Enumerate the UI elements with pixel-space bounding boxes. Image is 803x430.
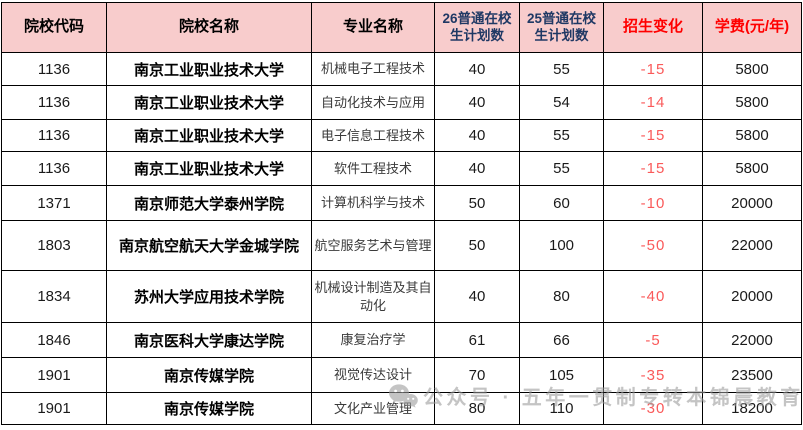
cell-major-name: 自动化技术与应用 (311, 85, 435, 120)
cell-college-name: 苏州大学应用技术学院 (106, 270, 312, 323)
table-row: 1136 南京工业职业技术大学 软件工程技术 40 55 -15 5800 (1, 151, 802, 186)
cell-college-name: 南京工业职业技术大学 (106, 85, 312, 120)
cell-college-name: 南京工业职业技术大学 (106, 52, 312, 86)
cell-change: -10 (603, 185, 703, 221)
cell-college-code: 1371 (1, 185, 107, 221)
cell-college-code: 1846 (1, 322, 107, 358)
cell-tuition: 5800 (702, 151, 802, 186)
cell-tuition: 5800 (702, 85, 802, 120)
header-plan-25: 25普通在校生计划数 (519, 2, 604, 53)
header-tuition: 学费(元/年) (702, 2, 802, 53)
cell-major-name: 机械电子工程技术 (311, 52, 435, 86)
cell-plan-26: 80 (434, 392, 520, 425)
cell-tuition: 5800 (702, 52, 802, 86)
cell-plan-25: 55 (519, 151, 604, 186)
table-row: 1834 苏州大学应用技术学院 机械设计制造及其自动化 40 80 -40 20000 (1, 270, 802, 323)
header-major-name: 专业名称 (311, 2, 435, 53)
cell-plan-26: 70 (434, 357, 520, 393)
cell-tuition: 18200 (702, 392, 802, 425)
cell-major-name: 机械设计制造及其自动化 (311, 270, 435, 323)
cell-major-name: 康复治疗学 (311, 322, 435, 358)
cell-college-code: 1136 (1, 151, 107, 186)
cell-plan-26: 50 (434, 185, 520, 221)
cell-change: -15 (603, 151, 703, 186)
cell-major-name: 电子信息工程技术 (311, 119, 435, 152)
cell-major-name: 航空服务艺术与管理 (311, 220, 435, 271)
header-college-name: 院校名称 (106, 2, 312, 53)
cell-plan-26: 40 (434, 85, 520, 120)
cell-plan-25: 54 (519, 85, 604, 120)
cell-change: -50 (603, 220, 703, 271)
cell-tuition: 22000 (702, 220, 802, 271)
cell-plan-25: 80 (519, 270, 604, 323)
table-row: 1136 南京工业职业技术大学 机械电子工程技术 40 55 -15 5800 (1, 52, 802, 86)
cell-tuition: 20000 (702, 270, 802, 323)
cell-major-name: 文化产业管理 (311, 392, 435, 425)
table-row: 1901 南京传媒学院 视觉传达设计 70 105 -35 23500 (1, 357, 802, 393)
cell-plan-25: 105 (519, 357, 604, 393)
cell-plan-25: 55 (519, 52, 604, 86)
cell-college-name: 南京师范大学泰州学院 (106, 185, 312, 221)
cell-college-name: 南京医科大学康达学院 (106, 322, 312, 358)
cell-college-name: 南京工业职业技术大学 (106, 151, 312, 186)
cell-tuition: 5800 (702, 119, 802, 152)
cell-major-name: 软件工程技术 (311, 151, 435, 186)
table-row: 1371 南京师范大学泰州学院 计算机科学与技术 50 60 -10 20000 (1, 185, 802, 221)
cell-college-name: 南京传媒学院 (106, 392, 312, 425)
cell-college-code: 1901 (1, 392, 107, 425)
cell-tuition: 20000 (702, 185, 802, 221)
cell-college-code: 1136 (1, 85, 107, 120)
cell-plan-26: 40 (434, 52, 520, 86)
cell-plan-26: 40 (434, 270, 520, 323)
cell-college-name: 南京工业职业技术大学 (106, 119, 312, 152)
cell-change: -40 (603, 270, 703, 323)
cell-change: -5 (603, 322, 703, 358)
cell-change: -15 (603, 119, 703, 152)
cell-plan-25: 100 (519, 220, 604, 271)
cell-major-name: 视觉传达设计 (311, 357, 435, 393)
header-row: 院校代码 院校名称 专业名称 26普通在校生计划数 25普通在校生计划数 招生变… (1, 2, 802, 53)
table-row: 1846 南京医科大学康达学院 康复治疗学 61 66 -5 22000 (1, 322, 802, 358)
header-enrollment-change: 招生变化 (603, 2, 703, 53)
header-college-code: 院校代码 (1, 2, 107, 53)
cell-plan-26: 50 (434, 220, 520, 271)
cell-plan-25: 55 (519, 119, 604, 152)
cell-plan-25: 60 (519, 185, 604, 221)
cell-college-code: 1803 (1, 220, 107, 271)
cell-change: -15 (603, 52, 703, 86)
cell-college-code: 1136 (1, 52, 107, 86)
cell-plan-25: 110 (519, 392, 604, 425)
cell-college-name: 南京航空航天大学金城学院 (106, 220, 312, 271)
cell-change: -14 (603, 85, 703, 120)
header-plan-26: 26普通在校生计划数 (434, 2, 520, 53)
cell-plan-26: 40 (434, 151, 520, 186)
cell-college-code: 1901 (1, 357, 107, 393)
cell-college-code: 1834 (1, 270, 107, 323)
cell-major-name: 计算机科学与技术 (311, 185, 435, 221)
cell-tuition: 23500 (702, 357, 802, 393)
cell-college-name: 南京传媒学院 (106, 357, 312, 393)
cell-tuition: 22000 (702, 322, 802, 358)
table-row: 1901 南京传媒学院 文化产业管理 80 110 -30 18200 (1, 392, 802, 425)
cell-plan-25: 66 (519, 322, 604, 358)
table-row: 1136 南京工业职业技术大学 电子信息工程技术 40 55 -15 5800 (1, 119, 802, 152)
table-row: 1803 南京航空航天大学金城学院 航空服务艺术与管理 50 100 -50 22000 (1, 220, 802, 271)
cell-college-code: 1136 (1, 119, 107, 152)
cell-plan-26: 61 (434, 322, 520, 358)
cell-change: -30 (603, 392, 703, 425)
cell-change: -35 (603, 357, 703, 393)
table-row: 1136 南京工业职业技术大学 自动化技术与应用 40 54 -14 5800 (1, 85, 802, 120)
cell-plan-26: 40 (434, 119, 520, 152)
